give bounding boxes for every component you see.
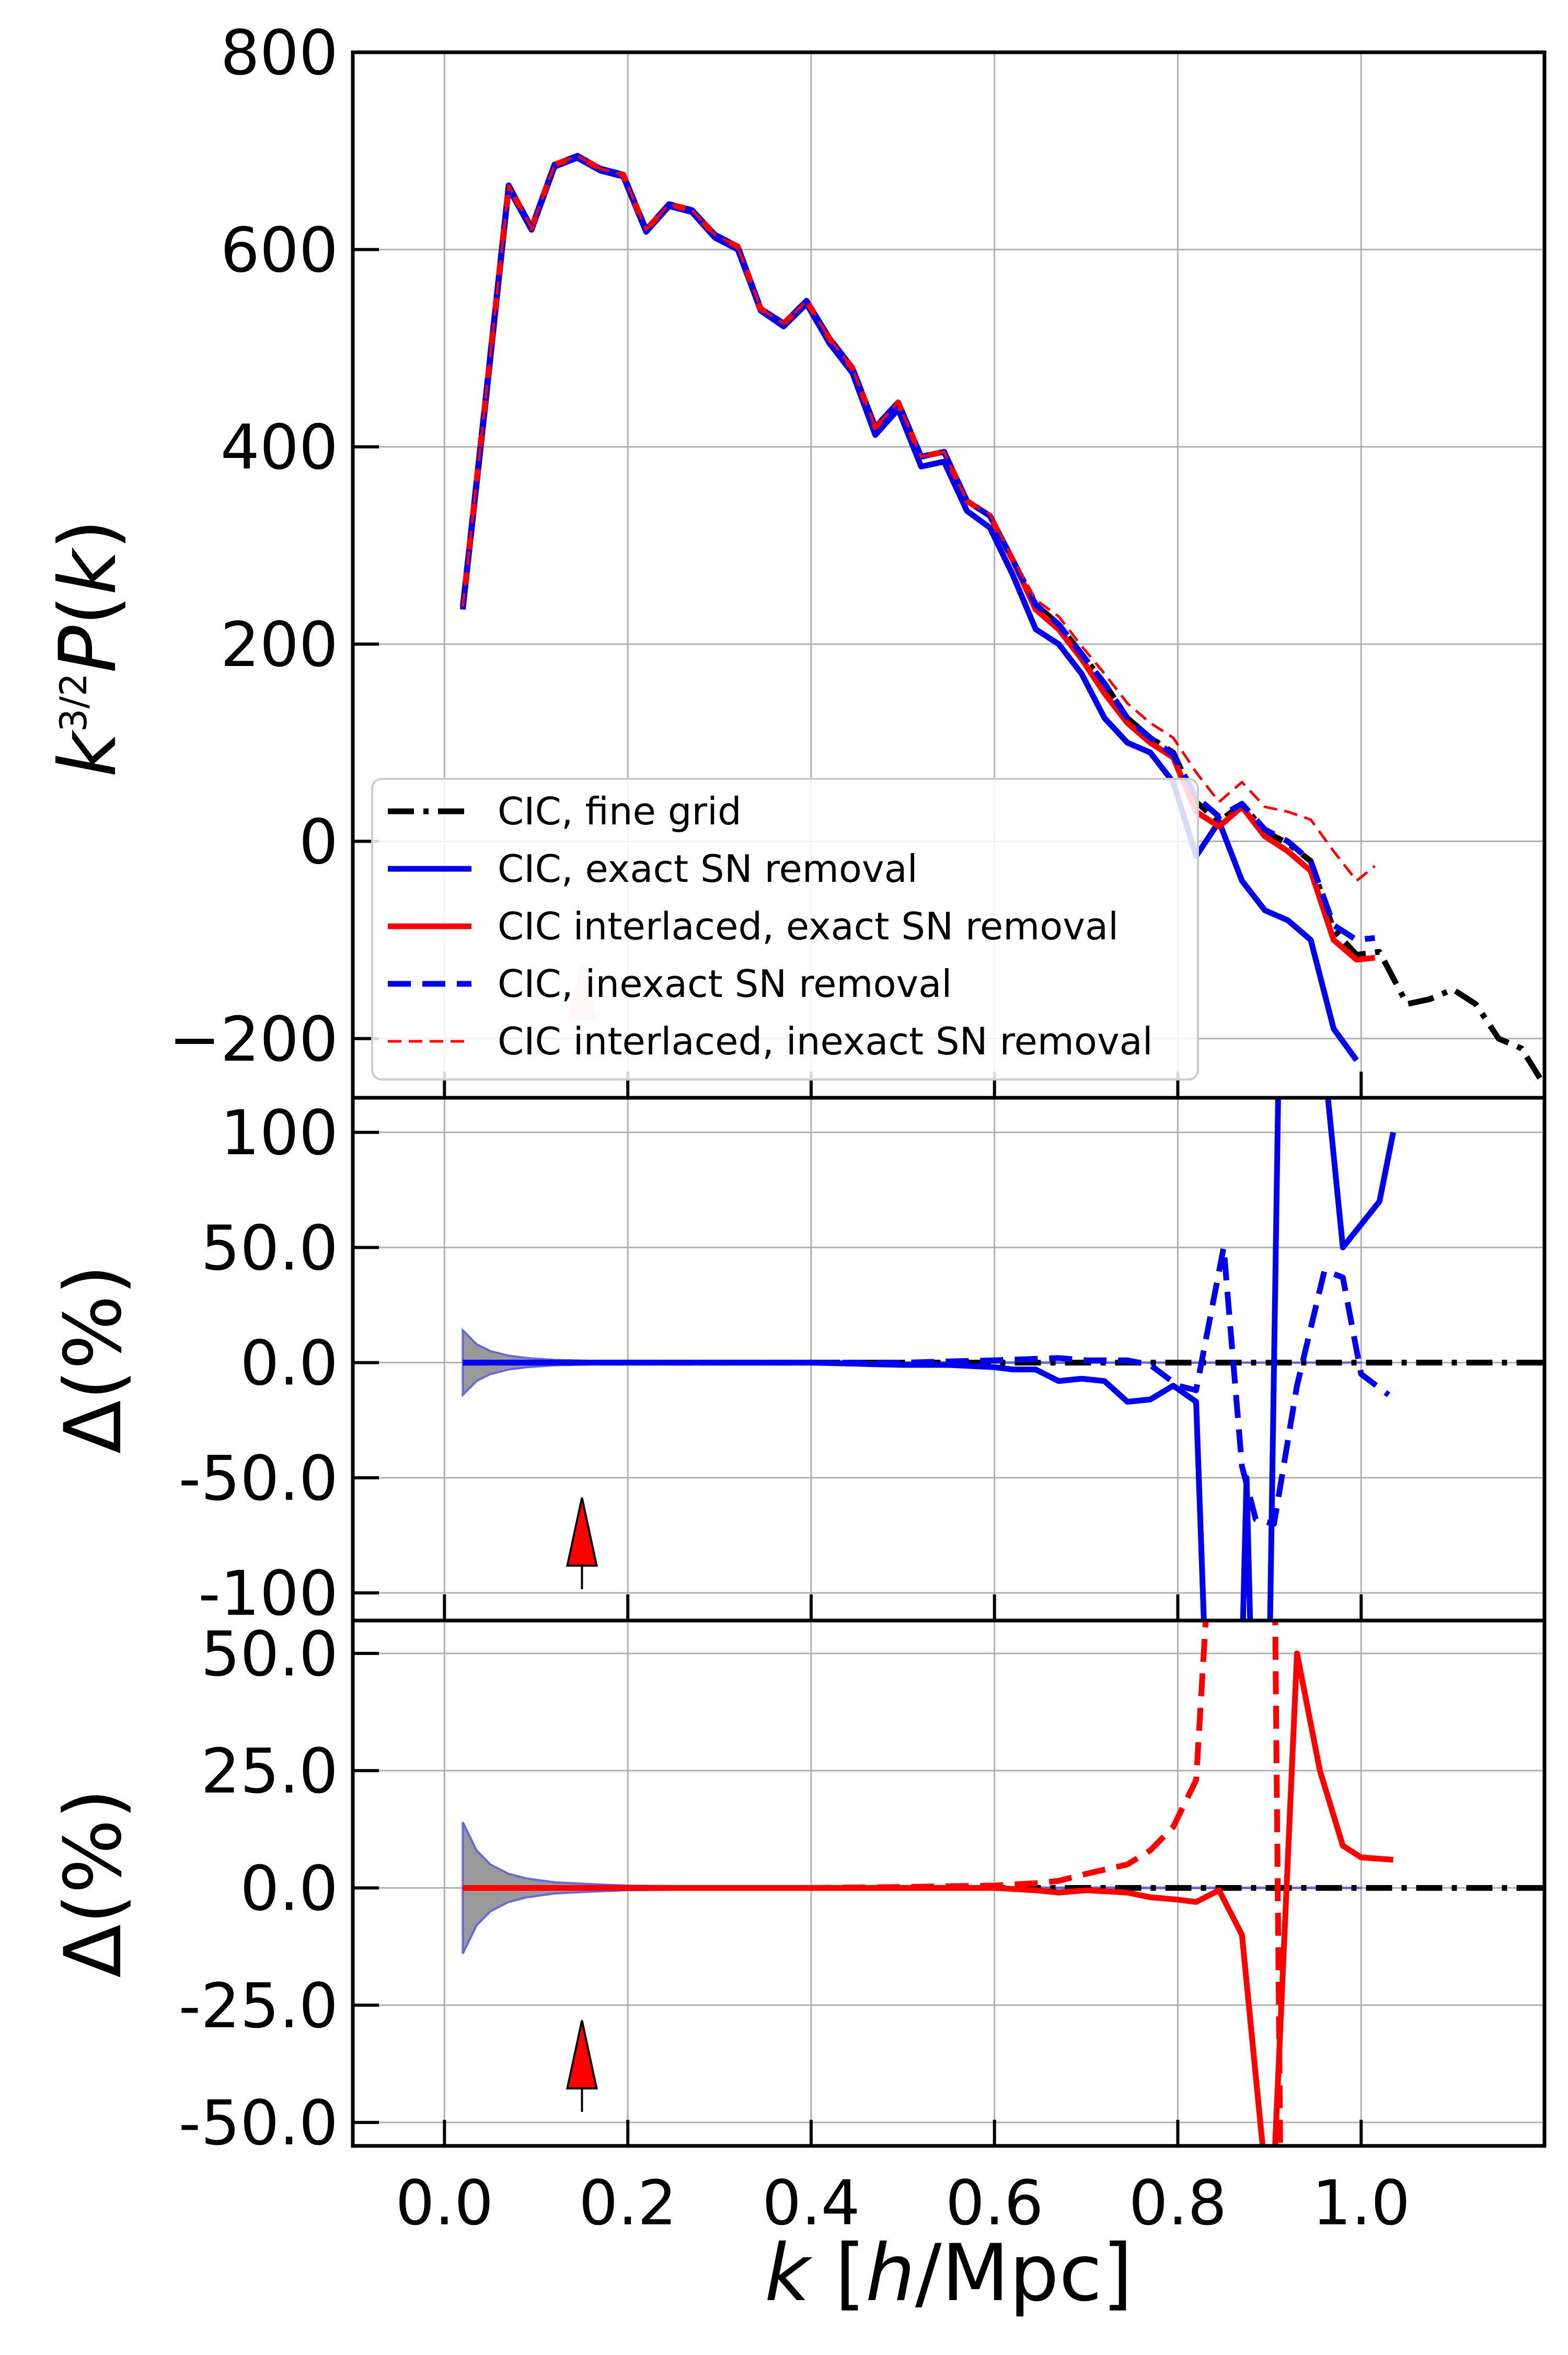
x-axis-label: k [h/Mpc] [765,2228,1133,2319]
y-tick-label: 100 [221,1097,338,1169]
legend-box [371,778,1199,1081]
y-tick-label: -50.0 [179,2087,338,2159]
legend-label-2: CIC interlaced, exact SN removal [498,904,1119,948]
x-tick-label: 0.0 [396,2167,494,2239]
legend-label-1: CIC, exact SN removal [498,847,918,891]
y-tick-label: 0.0 [240,1327,338,1399]
x-tick-label: 0.4 [762,2167,860,2239]
x-tick-label: 1.0 [1312,2167,1410,2239]
y-axis-label-bottom: Δ(%) [48,1788,139,1978]
y-tick-label: -25.0 [179,1970,338,2042]
x-tick-label: 0.8 [1129,2167,1227,2239]
series-line-bottom-2 [463,1621,1283,2146]
y-tick-label: -50.0 [179,1442,338,1514]
y-tick-label: 800 [221,17,338,89]
x-tick-label: 0.6 [946,2167,1044,2239]
plot-area-middle [462,1098,1544,1621]
series-line-bottom-1 [463,1650,1394,2146]
y-tick-label: -100 [198,1557,338,1629]
y-tick-label: 0.0 [240,1852,338,1924]
y-axis-label-middle: Δ(%) [48,1265,139,1454]
panel-middle: -100 -50.0 0.0 50.0 100 Δ(%) [48,1096,1547,1629]
legend-label-4: CIC interlaced, inexact SN removal [498,1019,1153,1063]
plot-area-bottom [462,1621,1544,2146]
y-tick-label: 25.0 [201,1735,338,1807]
x-tick-label: 0.2 [579,2167,677,2239]
arrow-marker [566,1497,598,1567]
series-line-middle-2 [463,1244,1391,1527]
arrow-marker [566,2020,598,2089]
y-tick-label: 400 [221,411,338,484]
panel-top: −200 0 200 400 600 800 k3/2P(k) [43,17,1547,1100]
series-line-top-4 [462,154,1376,882]
y-tick-label: 50.0 [201,1618,338,1690]
legend-label-0: CIC, fine grid [498,789,742,833]
y-tick-label: 50.0 [201,1212,338,1284]
y-tick-label: 0 [299,806,338,878]
y-tick-label: 200 [221,608,338,681]
legend: CIC, fine grid CIC, exact SN removal CIC i… [371,778,1199,1081]
legend-label-3: CIC, inexact SN removal [498,962,952,1006]
y-axis-label-top: k3/2P(k) [43,519,134,777]
y-tick-label: 600 [221,214,338,286]
plot-area-top [460,153,1542,1080]
axes-frame [351,1618,1547,2148]
panel-bottom: -50.0 -25.0 0.0 25.0 50.0 Δ(%) 0.0 0.2 0.4 0.6 0.8… [48,1618,1547,2319]
y-tick-label: −200 [169,1003,338,1075]
